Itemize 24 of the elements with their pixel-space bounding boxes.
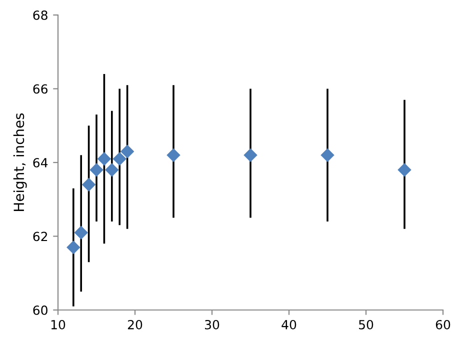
- point: [120, 144, 134, 158]
- point: [398, 163, 412, 176]
- point: [166, 148, 180, 162]
- y-tick-label: 64: [33, 158, 48, 168]
- y-tick-label: 68: [33, 10, 48, 20]
- point: [66, 240, 80, 254]
- x-tick-label: 10: [51, 320, 66, 330]
- y-axis-title: Height, inches: [13, 113, 27, 211]
- x-tick-label: 20: [128, 320, 142, 330]
- x-tick-label: 50: [359, 320, 374, 330]
- point: [244, 148, 258, 162]
- y-tick-label: 60: [33, 305, 48, 315]
- point: [320, 148, 334, 162]
- x-tick-label: 30: [205, 320, 220, 330]
- x-tick-label: 40: [282, 320, 296, 330]
- y-tick-label: 62: [33, 232, 48, 242]
- point: [90, 163, 104, 176]
- point: [74, 226, 88, 240]
- x-tick-label: 60: [436, 320, 450, 330]
- y-tick-label: 66: [33, 84, 48, 94]
- point: [98, 152, 111, 166]
- point: [82, 178, 96, 192]
- point: [105, 163, 118, 176]
- point: [113, 152, 126, 166]
